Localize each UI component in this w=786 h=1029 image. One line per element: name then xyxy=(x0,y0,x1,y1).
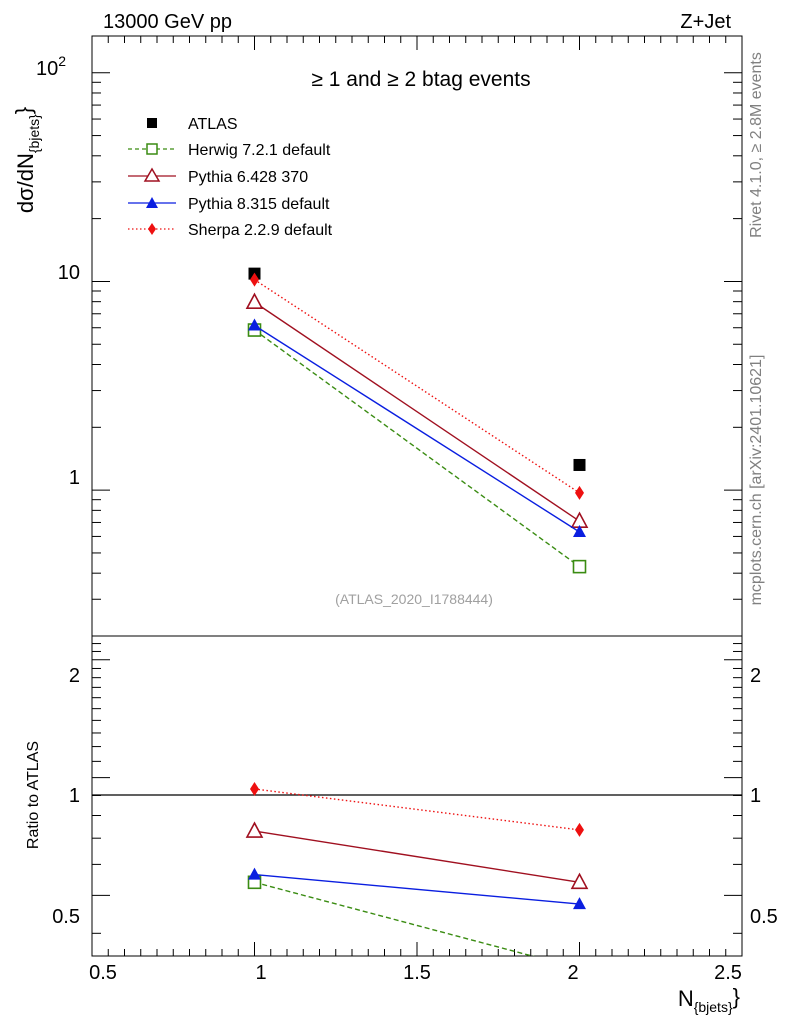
main-line-pythia-8-315-default xyxy=(254,324,580,533)
y-tick-label-100-base: 10 xyxy=(36,58,58,80)
main-line-pythia-6-428-370 xyxy=(254,301,580,522)
legend-label-herwig: Herwig 7.2.1 default xyxy=(188,142,331,159)
ratio-series-pythia-6-428-370 xyxy=(245,821,589,890)
x-tick-label-1-5: 1.5 xyxy=(403,962,431,984)
ratio-point-sherpa-2-2-9-default-x1 xyxy=(250,781,259,796)
main-y-tick-labels: 102 10 1 xyxy=(36,53,80,489)
main-series-pythia-8-315-default xyxy=(248,318,586,538)
ratio-series-pythia-8-315-default xyxy=(248,867,586,910)
y-tick-label-100: 102 xyxy=(36,53,66,80)
main-y-axis-title-sub: {bjets} xyxy=(26,114,42,153)
header-left: 13000 GeV pp xyxy=(103,11,232,33)
legend-marker-pythia8 xyxy=(146,197,158,208)
main-y-axis-title-main: dσ/dN xyxy=(13,153,38,213)
legend-label-pythia8: Pythia 8.315 default xyxy=(188,196,330,213)
main-line-herwig-7-2-1-default xyxy=(254,329,580,568)
legend-label-sherpa: Sherpa 2.2.9 default xyxy=(188,222,333,239)
x-tick-label-2: 2 xyxy=(567,962,578,984)
ratio-y-tick-label-2: 2 xyxy=(69,665,80,687)
legend-marker-atlas xyxy=(147,118,157,128)
x-axis-title: N{bjets}} xyxy=(678,984,740,1015)
ratio-point-sherpa-2-2-9-default-x2 xyxy=(575,822,584,837)
legend-entry-sherpa: Sherpa 2.2.9 default xyxy=(128,222,333,239)
main-series-sherpa-2-2-9-default xyxy=(250,272,584,500)
ratio-series-sherpa-2-2-9-default xyxy=(250,781,584,837)
header-right: Z+Jet xyxy=(680,11,731,33)
x-axis-title-close: } xyxy=(733,984,740,1009)
main-series-layer xyxy=(245,267,589,574)
rivet-label: Rivet 4.1.0, ≥ 2.8M events xyxy=(748,52,765,238)
ratio-point-pythia-8-315-default-x2 xyxy=(573,897,586,910)
y-tick-label-100-exp: 2 xyxy=(58,53,66,69)
ratio-y-tick-label-right-2: 2 xyxy=(750,665,761,687)
ratio-line-herwig-7-2-1-default xyxy=(254,881,535,956)
main-point-herwig-7-2-1-default-x2 xyxy=(572,559,587,574)
ratio-line-pythia-8-315-default xyxy=(254,873,580,905)
main-y-axis-title-close: } xyxy=(11,107,36,114)
ratio-series-layer xyxy=(245,781,589,956)
main-series-pythia-6-428-370 xyxy=(245,292,589,528)
y-tick-label-1: 1 xyxy=(69,467,80,489)
ratio-y-tick-label-right-1: 1 xyxy=(750,785,761,807)
x-tick-labels: 0.5 1 1.5 2 2.5 xyxy=(89,962,742,984)
main-point-pythia-6-428-370-x1 xyxy=(245,292,264,310)
legend-label-atlas: ATLAS xyxy=(188,116,238,133)
main-line-sherpa-2-2-9-default xyxy=(254,279,580,494)
main-axis-ticks xyxy=(91,36,743,637)
legend-entry-herwig: Herwig 7.2.1 default xyxy=(128,142,331,159)
x-tick-label-2-5: 2.5 xyxy=(714,962,742,984)
x-axis-title-main: N xyxy=(678,986,694,1011)
main-point-sherpa-2-2-9-default-x1 xyxy=(250,272,259,287)
analysis-label: (ATLAS_2020_I1788444) xyxy=(335,591,493,607)
legend-label-pythia6: Pythia 6.428 370 xyxy=(188,169,308,186)
legend-entry-pythia8: Pythia 8.315 default xyxy=(128,196,330,213)
ratio-y-tick-label-1: 1 xyxy=(69,785,80,807)
y-tick-label-10: 10 xyxy=(58,262,80,284)
ratio-y-tick-label-right-0-5: 0.5 xyxy=(750,906,778,928)
legend-entry-pythia6: Pythia 6.428 370 xyxy=(128,167,308,186)
mcplots-label: mcplots.cern.ch [arXiv:2401.10621] xyxy=(748,355,765,606)
ratio-line-pythia-6-428-370 xyxy=(254,830,580,883)
ratio-y-axis-title: Ratio to ATLAS xyxy=(25,741,42,849)
legend-marker-pythia6 xyxy=(143,167,161,182)
x-tick-label-1: 1 xyxy=(255,962,266,984)
ratio-y-tick-labels-left: 0.5 1 2 xyxy=(52,665,80,928)
ratio-point-pythia-8-315-default-x1 xyxy=(248,867,261,880)
x-axis-title-sub: {bjets} xyxy=(694,999,733,1015)
main-point-pythia-8-315-default-x1 xyxy=(248,318,261,331)
ratio-line-sherpa-2-2-9-default xyxy=(254,788,580,831)
main-point-sherpa-2-2-9-default-x2 xyxy=(575,485,584,500)
legend: ATLAS Herwig 7.2.1 default Pythia 6.428 … xyxy=(128,116,333,239)
ratio-axis-ticks xyxy=(91,643,743,956)
legend-marker-herwig xyxy=(146,143,158,155)
main-y-axis-title: dσ/dN{bjets}} xyxy=(11,107,42,213)
ratio-point-pythia-6-428-370-x1 xyxy=(245,821,264,838)
ratio-y-tick-labels-right: 0.5 1 2 xyxy=(750,665,778,928)
chart-title: ≥ 1 and ≥ 2 btag events xyxy=(311,68,530,91)
legend-marker-sherpa xyxy=(148,223,156,235)
main-point-atlas-x2 xyxy=(573,458,586,471)
main-point-pythia-8-315-default-x2 xyxy=(573,525,586,538)
ratio-y-tick-label-0-5: 0.5 xyxy=(52,906,80,928)
x-tick-label-0-5: 0.5 xyxy=(89,962,117,984)
ratio-point-pythia-6-428-370-x2 xyxy=(570,872,589,890)
legend-entry-atlas: ATLAS xyxy=(147,116,238,133)
